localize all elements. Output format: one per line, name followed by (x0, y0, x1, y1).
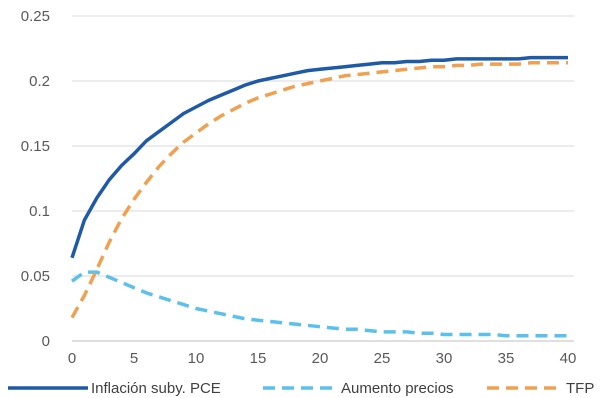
x-tick-label: 20 (312, 350, 329, 367)
series-line-1 (70, 270, 568, 338)
x-tick-label: 0 (68, 350, 76, 367)
x-tick-label: 5 (130, 350, 138, 367)
y-tick-label: 0 (42, 333, 50, 350)
series-line-0 (70, 55, 568, 259)
x-tick-label: 25 (374, 350, 391, 367)
legend-label-2: TFP (566, 380, 594, 397)
series-lines (70, 55, 568, 338)
legend-label-1: Aumento precios (341, 380, 454, 397)
x-tick-label: 10 (188, 350, 205, 367)
legend-label-0: Inflación suby. PCE (91, 380, 221, 397)
y-tick-label: 0.2 (29, 73, 50, 90)
series-line-2 (70, 61, 568, 319)
x-tick-label: 15 (250, 350, 267, 367)
y-tick-label: 0.1 (29, 203, 50, 220)
y-axis-tick-labels: 0 0.05 0.1 0.15 0.2 0.25 (21, 8, 50, 350)
y-tick-label: 0.25 (21, 8, 50, 25)
legend: Inflación suby. PCE Aumento precios TFP (8, 380, 594, 397)
y-tick-label: 0.15 (21, 138, 50, 155)
x-tick-label: 40 (560, 350, 577, 367)
x-tick-label: 30 (436, 350, 453, 367)
gridlines (72, 15, 574, 277)
y-tick-label: 0.05 (21, 268, 50, 285)
x-axis-tick-labels: 0 5 10 15 20 25 30 35 40 (68, 350, 577, 367)
x-tick-label: 35 (498, 350, 515, 367)
